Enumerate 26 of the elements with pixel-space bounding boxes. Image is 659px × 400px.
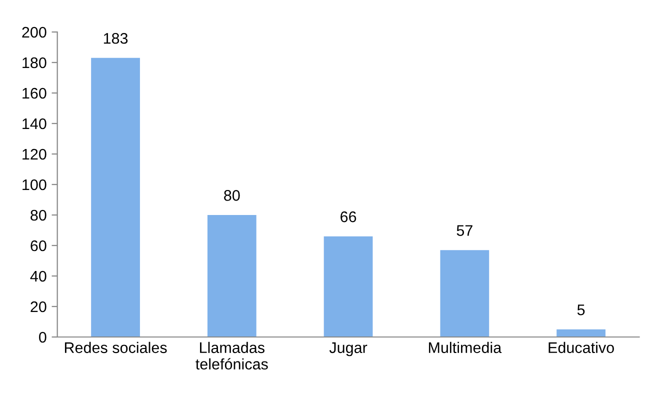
bar <box>207 215 256 337</box>
data-label: 66 <box>340 211 356 222</box>
bar <box>324 236 373 337</box>
data-label: 57 <box>456 225 472 236</box>
x-tick-label: Jugar <box>329 342 368 356</box>
y-tick-label: 40 <box>30 270 46 282</box>
data-label: 5 <box>577 304 585 316</box>
y-tick-label: 120 <box>22 148 46 160</box>
bar <box>556 329 606 337</box>
data-label: 183 <box>104 32 128 44</box>
y-tick-label: 0 <box>39 332 46 343</box>
bar <box>440 250 490 337</box>
y-tick-label: 20 <box>30 301 46 312</box>
y-tick-label: 140 <box>22 118 46 130</box>
bar <box>91 58 140 337</box>
x-tick-label: Educativo <box>548 342 614 354</box>
x-tick-label: Redes sociales <box>64 342 167 354</box>
y-tick-label: 80 <box>30 210 46 221</box>
x-tick-label: Llamadas telefónicas <box>196 342 268 370</box>
data-label: 80 <box>224 190 240 201</box>
y-tick-label: 160 <box>22 88 46 99</box>
x-tick-label: Multimedia <box>428 342 502 354</box>
y-tick-label: 100 <box>22 179 46 190</box>
y-tick-label: 200 <box>22 26 46 38</box>
y-tick-label: 180 <box>22 57 46 68</box>
y-tick-label: 60 <box>30 240 46 252</box>
